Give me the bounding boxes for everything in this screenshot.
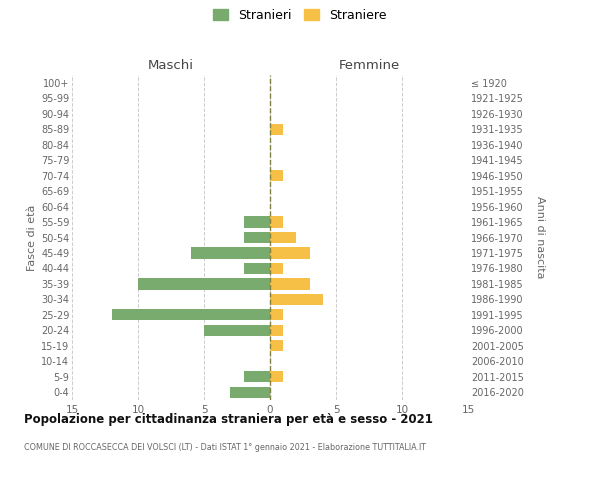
Bar (138, 278, 270, 289)
Bar (270, 170, 283, 181)
Bar (270, 248, 310, 258)
Bar (244, 263, 270, 274)
Bar (244, 216, 270, 228)
Y-axis label: Fasce di età: Fasce di età (26, 204, 37, 270)
Bar (270, 263, 283, 274)
Bar (270, 124, 283, 134)
Text: Maschi: Maschi (148, 60, 194, 72)
Bar (244, 232, 270, 243)
Bar (270, 310, 283, 320)
Bar (191, 248, 270, 258)
Text: Femmine: Femmine (338, 60, 400, 72)
Bar (230, 386, 270, 398)
Bar (244, 371, 270, 382)
Legend: Stranieri, Straniere: Stranieri, Straniere (211, 6, 389, 24)
Text: COMUNE DI ROCCASECCA DEI VOLSCI (LT) - Dati ISTAT 1° gennaio 2021 - Elaborazione: COMUNE DI ROCCASECCA DEI VOLSCI (LT) - D… (24, 442, 426, 452)
Bar (204, 325, 270, 336)
Bar (112, 310, 270, 320)
Bar (270, 340, 283, 351)
Bar (270, 216, 283, 228)
Bar (270, 278, 310, 289)
Y-axis label: Anni di nascita: Anni di nascita (535, 196, 545, 279)
Text: Popolazione per cittadinanza straniera per età e sesso - 2021: Popolazione per cittadinanza straniera p… (24, 412, 433, 426)
Bar (270, 325, 283, 336)
Bar (270, 371, 283, 382)
Bar (270, 294, 323, 305)
Bar (270, 232, 296, 243)
